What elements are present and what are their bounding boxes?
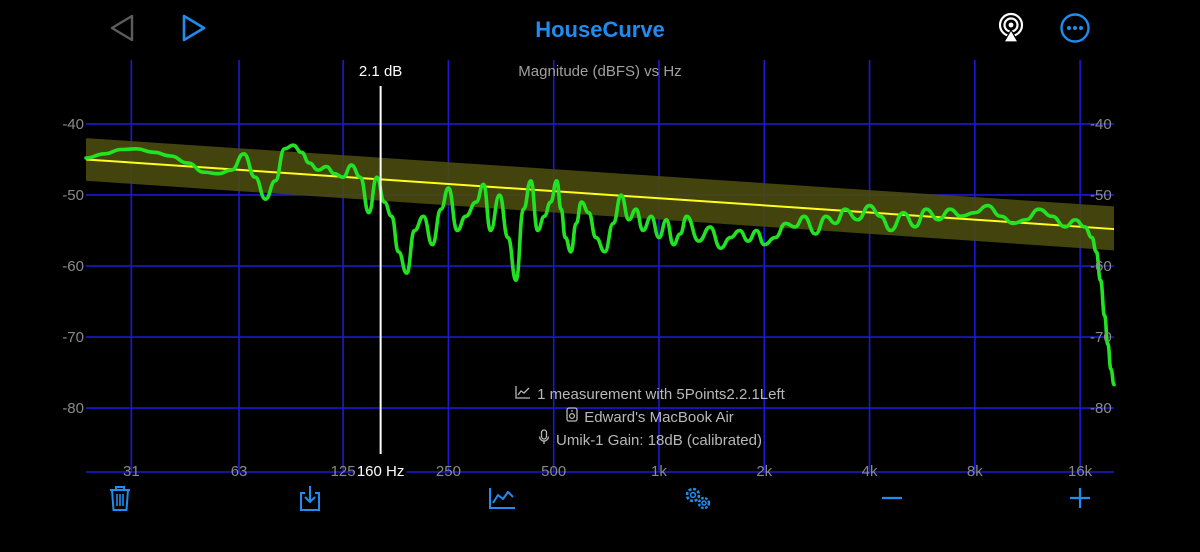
more-button[interactable] — [1058, 12, 1092, 48]
mic-label: Umik-1 Gain: 18dB (calibrated) — [556, 432, 762, 449]
triangle-right-icon — [181, 14, 207, 47]
plus-icon — [1068, 486, 1092, 515]
airplay-icon — [996, 12, 1026, 49]
y-tick-label-right: -40 — [1090, 116, 1112, 133]
measurement-summary: 1 measurement with 5Points2.2.1Left — [380, 383, 920, 406]
trash-icon — [108, 484, 132, 517]
y-tick-label-right: -60 — [1090, 258, 1112, 275]
y-tick-label-left: -40 — [62, 116, 84, 133]
export-button[interactable] — [290, 482, 330, 518]
x-tick-label: 63 — [231, 463, 248, 480]
x-tick-label: 16k — [1068, 463, 1093, 480]
chart-line-icon — [488, 486, 516, 515]
minus-icon — [880, 486, 904, 515]
x-tick-label: 250 — [436, 463, 461, 480]
triangle-left-icon — [109, 14, 135, 47]
chart-grid — [86, 60, 1114, 473]
x-tick-label: 1k — [651, 463, 667, 480]
forward-button[interactable] — [176, 12, 212, 48]
zoom-in-button[interactable] — [1060, 482, 1100, 518]
y-tick-label-right: -50 — [1090, 187, 1112, 204]
x-tick-label: 125 — [331, 463, 356, 480]
back-button[interactable] — [104, 12, 140, 48]
measurement-curve-1 — [84, 143, 1116, 387]
gears-icon — [682, 484, 714, 517]
airplay-button[interactable] — [994, 12, 1028, 48]
device-label: Edward's MacBook Air — [584, 409, 734, 426]
delete-button[interactable] — [100, 482, 140, 518]
x-tick-label: 8k — [967, 463, 983, 480]
y-tick-label-left: -60 — [62, 258, 84, 275]
x-tick-label: 31 — [123, 463, 140, 480]
download-icon — [298, 484, 322, 517]
ellipsis-circle-icon — [1059, 12, 1091, 49]
y-tick-label-left: -80 — [62, 400, 84, 417]
y-tick-label-left: -70 — [62, 329, 84, 346]
measurement-curves — [84, 143, 1116, 387]
chart-title: Magnitude (dBFS) vs Hz — [518, 63, 681, 80]
cursor-freq-label-bg — [354, 459, 407, 479]
device-info: Edward's MacBook Air — [380, 406, 920, 429]
zoom-out-button[interactable] — [872, 482, 912, 518]
axis-labels: -40 -40 -50 -50 -60 -60 -70 -70 -80 -80 31 63 125 250… — [62, 63, 1111, 480]
mic-info: Umik-1 Gain: 18dB (calibrated) — [380, 429, 920, 452]
x-tick-label: 2k — [756, 463, 772, 480]
cursor-value-label: 2.1 dB — [359, 63, 402, 80]
frequency-cursor[interactable]: 2.1 dB 160 Hz — [354, 63, 407, 480]
microphone-icon — [538, 429, 550, 452]
y-tick-label-left: -50 — [62, 187, 84, 204]
x-tick-label: 4k — [862, 463, 878, 480]
chart-small-icon — [515, 383, 531, 406]
measurement-label: 1 measurement with 5Points2.2.1Left — [537, 386, 785, 403]
y-tick-label-right: -80 — [1090, 400, 1112, 417]
settings-button[interactable] — [678, 482, 718, 518]
y-tick-label-right: -70 — [1090, 329, 1112, 346]
speaker-icon — [566, 406, 578, 429]
measurement-info: 1 measurement with 5Points2.2.1Left Edwa… — [380, 383, 920, 452]
x-tick-label: 500 — [541, 463, 566, 480]
cursor-freq-label: 160 Hz — [357, 463, 405, 480]
chart-options-button[interactable] — [482, 482, 522, 518]
